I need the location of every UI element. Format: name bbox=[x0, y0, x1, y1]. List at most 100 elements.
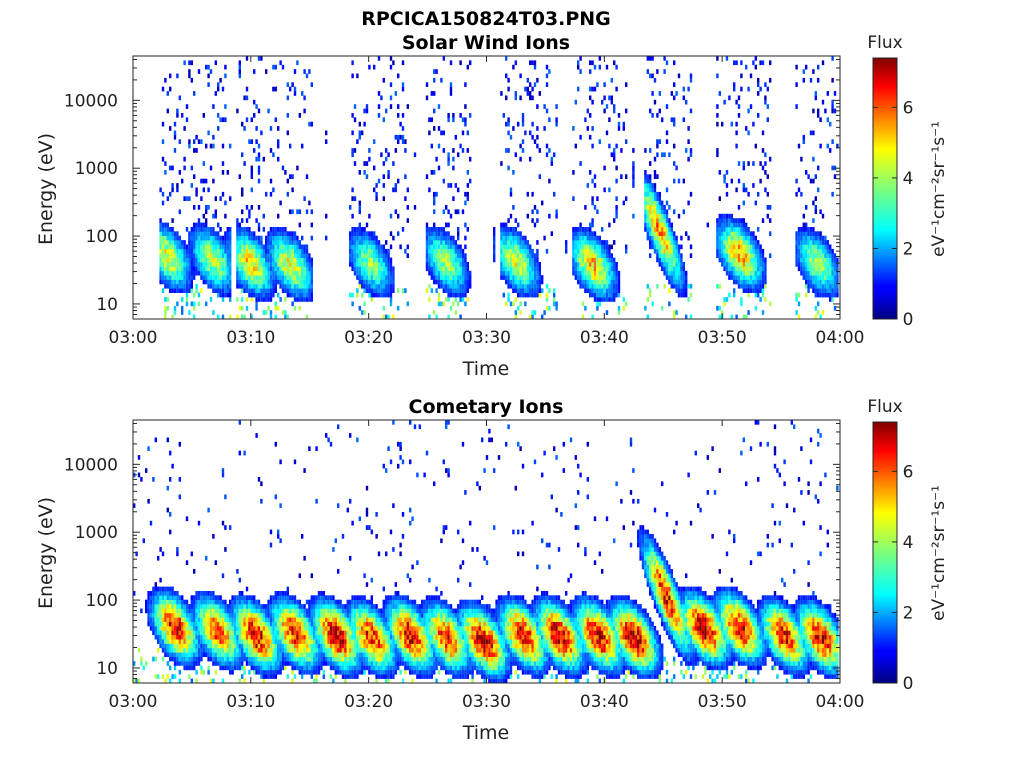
heatmap-cell bbox=[169, 477, 172, 482]
heatmap-cell bbox=[248, 266, 251, 272]
heatmap-cell bbox=[675, 91, 678, 96]
heatmap-cell bbox=[653, 248, 657, 254]
heatmap-cell bbox=[661, 253, 664, 258]
heatmap-cell bbox=[500, 257, 503, 263]
heatmap-cell bbox=[521, 117, 525, 123]
heatmap-cell bbox=[373, 139, 376, 144]
heatmap-cell bbox=[442, 244, 445, 250]
heatmap-cell bbox=[589, 95, 592, 101]
heatmap-cell bbox=[440, 301, 443, 307]
heatmap-cell bbox=[764, 279, 767, 285]
heatmap-cell bbox=[236, 661, 239, 666]
heatmap-cell bbox=[507, 292, 510, 298]
heatmap-cell bbox=[284, 643, 287, 649]
heatmap-cell bbox=[207, 617, 210, 622]
heatmap-cell bbox=[291, 639, 294, 644]
heatmap-cell bbox=[185, 656, 189, 662]
heatmap-cell bbox=[649, 200, 652, 206]
heatmap-cell bbox=[221, 314, 225, 320]
heatmap-cell bbox=[524, 257, 527, 263]
heatmap-cell bbox=[373, 292, 376, 298]
heatmap-cell bbox=[675, 244, 678, 250]
heatmap-cell bbox=[814, 270, 817, 276]
heatmap-cell bbox=[824, 283, 827, 289]
heatmap-cell bbox=[286, 288, 289, 293]
heatmap-cell bbox=[581, 266, 585, 272]
heatmap-cell bbox=[377, 262, 381, 267]
heatmap-cell bbox=[195, 626, 198, 631]
heatmap-cell bbox=[171, 283, 174, 289]
heatmap-cell bbox=[538, 266, 541, 272]
heatmap-cell bbox=[368, 253, 371, 258]
heatmap-cell bbox=[135, 551, 138, 557]
heatmap-cell bbox=[656, 174, 659, 179]
heatmap-cell bbox=[725, 183, 729, 188]
heatmap-cell bbox=[260, 643, 263, 649]
heatmap-cell bbox=[236, 621, 239, 627]
heatmap-cell bbox=[509, 262, 513, 267]
heatmap-cell bbox=[166, 257, 169, 263]
heatmap-cell bbox=[200, 643, 203, 649]
heatmap-cell bbox=[176, 231, 179, 236]
heatmap-cell bbox=[221, 235, 225, 241]
heatmap-cell bbox=[260, 270, 263, 276]
heatmap-cell bbox=[591, 262, 594, 267]
heatmap-cell bbox=[363, 235, 366, 241]
heatmap-cell bbox=[219, 283, 222, 289]
heatmap-cell bbox=[586, 108, 589, 114]
heatmap-cell bbox=[178, 275, 181, 280]
heatmap-cell bbox=[205, 248, 208, 254]
heatmap-cell bbox=[589, 257, 592, 263]
heatmap-cell bbox=[224, 266, 227, 272]
heatmap-cell bbox=[538, 275, 541, 280]
heatmap-cell bbox=[281, 270, 285, 276]
heatmap-cell bbox=[617, 126, 621, 131]
heatmap-cell bbox=[262, 253, 265, 258]
heatmap-cell bbox=[517, 275, 520, 280]
heatmap-cell bbox=[653, 183, 657, 188]
heatmap-cell bbox=[493, 231, 496, 236]
heatmap-cell bbox=[397, 213, 400, 219]
heatmap-cell bbox=[195, 191, 198, 197]
heatmap-cell bbox=[176, 279, 179, 285]
heatmap-cell bbox=[169, 626, 172, 631]
heatmap-cell bbox=[253, 248, 256, 254]
heatmap-cell bbox=[250, 292, 253, 298]
heatmap-cell bbox=[260, 630, 263, 636]
heatmap-cell bbox=[197, 621, 201, 627]
heatmap-cell bbox=[193, 139, 196, 144]
heatmap-cell bbox=[613, 262, 616, 267]
heatmap-cell bbox=[262, 604, 265, 609]
heatmap-cell bbox=[817, 165, 820, 171]
heatmap-cell bbox=[205, 266, 208, 272]
heatmap-cell bbox=[382, 117, 385, 123]
heatmap-cell bbox=[219, 634, 222, 640]
heatmap-cell bbox=[380, 244, 383, 250]
heatmap-cell bbox=[214, 595, 217, 600]
heatmap-cell bbox=[651, 200, 654, 206]
heatmap-cell bbox=[745, 262, 748, 267]
heatmap-cell bbox=[226, 647, 229, 653]
heatmap-cell bbox=[831, 257, 834, 263]
heatmap-cell bbox=[747, 253, 750, 258]
heatmap-cell bbox=[517, 292, 520, 298]
heatmap-cell bbox=[221, 270, 225, 276]
heatmap-cell bbox=[202, 643, 205, 649]
heatmap-cell bbox=[435, 314, 438, 320]
heatmap-cell bbox=[349, 240, 352, 245]
heatmap-cell bbox=[454, 134, 457, 140]
heatmap-cell bbox=[250, 617, 253, 622]
heatmap-cell bbox=[574, 257, 577, 263]
heatmap-cell bbox=[584, 270, 587, 276]
heatmap-cell bbox=[404, 196, 407, 201]
heatmap-cell bbox=[363, 283, 366, 289]
heatmap-cell bbox=[507, 240, 510, 245]
heatmap-cell bbox=[469, 279, 472, 285]
heatmap-cell bbox=[531, 248, 534, 254]
heatmap-cell bbox=[166, 248, 169, 254]
heatmap-cell bbox=[284, 634, 287, 640]
heatmap-cell bbox=[217, 253, 220, 258]
heatmap-cell bbox=[164, 235, 167, 241]
heatmap-cell bbox=[212, 257, 215, 263]
heatmap-cell bbox=[171, 647, 174, 653]
